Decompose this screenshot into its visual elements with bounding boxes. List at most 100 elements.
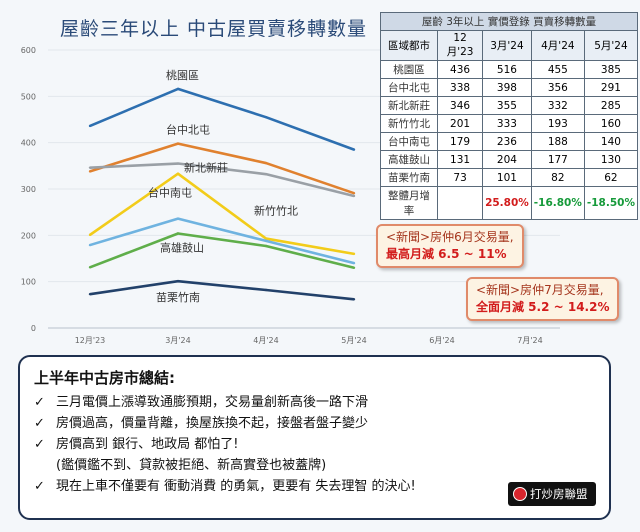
data-point xyxy=(176,87,180,91)
table-cell: 高雄鼓山 xyxy=(379,150,439,169)
data-point xyxy=(352,298,356,301)
check-icon: ✓ xyxy=(34,395,45,410)
growth-row: 整體月增率 25.80% -16.80% -18.50% xyxy=(379,186,639,220)
table-cell: 236 xyxy=(482,132,532,151)
data-point xyxy=(264,172,268,176)
logo-icon xyxy=(513,487,527,501)
data-point xyxy=(264,115,268,119)
chart-grid xyxy=(48,49,560,329)
summary-text: (鑑價鑑不到、貸款被拒絕、新高實登也被蓋牌) xyxy=(56,458,327,473)
table-cell: 333 xyxy=(482,114,532,133)
series-line-2 xyxy=(89,162,355,198)
table-row: 新竹竹北 201 333 193 160 xyxy=(379,114,639,133)
data-point xyxy=(264,161,268,165)
table-cell: 新竹竹北 xyxy=(379,114,439,133)
table-cell: 桃園區 xyxy=(379,60,439,79)
x-axis-ticks: 12月'23 3月'24 4月'24 5月'24 6月'24 7月'24 xyxy=(75,336,543,345)
line-chart: 0 100 200 300 400 500 600 12月'23 3月'24 4月'24 5月'2… xyxy=(21,46,560,345)
table-cell: 82 xyxy=(530,168,585,187)
data-point xyxy=(88,124,92,128)
x-tick-label: 6月'24 xyxy=(429,336,454,345)
table-caption: 屋齡 3年以上 實價登錄 買賣移轉數量 xyxy=(380,12,638,31)
table-cell: 291 xyxy=(583,78,639,97)
summary-text: 三月電價上漲導致通膨預期，交易量創新高後一路下滑 xyxy=(56,395,369,410)
x-tick-label: 12月'23 xyxy=(75,336,106,345)
table-cell: 苗栗竹南 xyxy=(379,168,439,187)
check-icon xyxy=(34,455,56,476)
data-point xyxy=(88,266,92,269)
data-point xyxy=(264,244,268,248)
table-cell: 436 xyxy=(437,60,484,79)
data-point xyxy=(88,243,92,247)
brand-logo: 打炒房聯盟 xyxy=(508,482,596,506)
x-tick-label: 4月'24 xyxy=(253,336,278,345)
table-cell: 台中南屯 xyxy=(379,132,439,151)
summary-item: ✓ 房價高到 銀行、地政局 都怕了! xyxy=(34,434,595,455)
series-label: 新竹竹北 xyxy=(254,204,298,218)
table-row: 台中南屯 179 236 188 140 xyxy=(379,132,639,151)
series-line-3 xyxy=(89,172,355,256)
table-cell: 455 xyxy=(530,60,585,79)
table-cell: 101 xyxy=(482,168,532,187)
table-cell: 338 xyxy=(437,78,484,97)
table-cell: 188 xyxy=(530,132,585,151)
series-label: 苗栗竹南 xyxy=(156,290,200,304)
data-point xyxy=(352,266,356,269)
x-tick-label: 5月'24 xyxy=(341,336,366,345)
data-point xyxy=(352,261,356,265)
data-point xyxy=(176,162,180,165)
data-point xyxy=(352,191,356,195)
series-label: 新北新莊 xyxy=(184,161,228,175)
series-lines xyxy=(88,87,356,301)
table-cell: 新北新莊 xyxy=(379,96,439,115)
logo-text: 打炒房聯盟 xyxy=(530,487,588,501)
table-cell: 62 xyxy=(583,168,639,187)
series-line-0 xyxy=(89,87,355,151)
news-highlight: 全面月減 5.2 ~ 14.2% xyxy=(476,300,610,314)
table-row: 高雄鼓山 131 204 177 130 xyxy=(379,150,639,169)
data-point xyxy=(264,288,268,292)
summary-item: ✓ 三月電價上漲導致通膨預期，交易量創新高後一路下滑 xyxy=(34,392,595,413)
data-point xyxy=(176,142,180,145)
summary-text: 房價過高，價量背離，換屋族換不起，接盤者盤子變少 xyxy=(56,416,369,431)
check-icon: ✓ xyxy=(34,416,45,431)
table-cell: 516 xyxy=(482,60,532,79)
y-tick-label: 300 xyxy=(21,185,36,194)
table-cell: 131 xyxy=(437,150,484,169)
summary-item: (鑑價鑑不到、貸款被拒絕、新高實登也被蓋牌) xyxy=(34,455,595,476)
table-cell: 356 xyxy=(530,78,585,97)
news-line: <新聞>房仲6月交易量, xyxy=(386,230,514,244)
growth-label: 整體月增率 xyxy=(379,186,439,220)
table-row: 台中北屯 338 398 356 291 xyxy=(379,78,639,97)
series-label: 台中北屯 xyxy=(166,123,210,137)
y-tick-label: 400 xyxy=(21,139,36,148)
table-cell: 332 xyxy=(530,96,585,115)
y-tick-label: 600 xyxy=(21,46,36,55)
table-cell: 73 xyxy=(437,168,484,187)
series-line-6 xyxy=(89,279,355,301)
table-cell: 193 xyxy=(530,114,585,133)
table-cell xyxy=(437,186,484,220)
news-callout-july: <新聞>房仲7月交易量, 全面月減 5.2 ~ 14.2% xyxy=(466,277,620,321)
table-header: 5月'24 xyxy=(583,30,639,61)
y-tick-label: 500 xyxy=(21,92,36,101)
table-cell: 201 xyxy=(437,114,484,133)
x-tick-label: 7月'24 xyxy=(517,336,542,345)
table-row: 苗栗竹南 73 101 82 62 xyxy=(379,168,639,187)
table-cell: 177 xyxy=(530,150,585,169)
data-point xyxy=(352,252,356,256)
data-point xyxy=(88,170,92,173)
y-axis-ticks: 0 100 200 300 400 500 600 xyxy=(21,46,36,333)
data-point xyxy=(352,148,356,151)
table-cell: 140 xyxy=(583,132,639,151)
table-cell: 204 xyxy=(482,150,532,169)
series-line-1 xyxy=(89,142,355,195)
data-point xyxy=(176,172,180,175)
series-label: 高雄鼓山 xyxy=(160,240,204,254)
data-point xyxy=(176,232,180,235)
data-point xyxy=(176,217,180,220)
data-point xyxy=(88,292,92,296)
summary-title: 上半年中古房市總結: xyxy=(34,369,175,387)
check-icon: ✓ xyxy=(34,437,45,452)
